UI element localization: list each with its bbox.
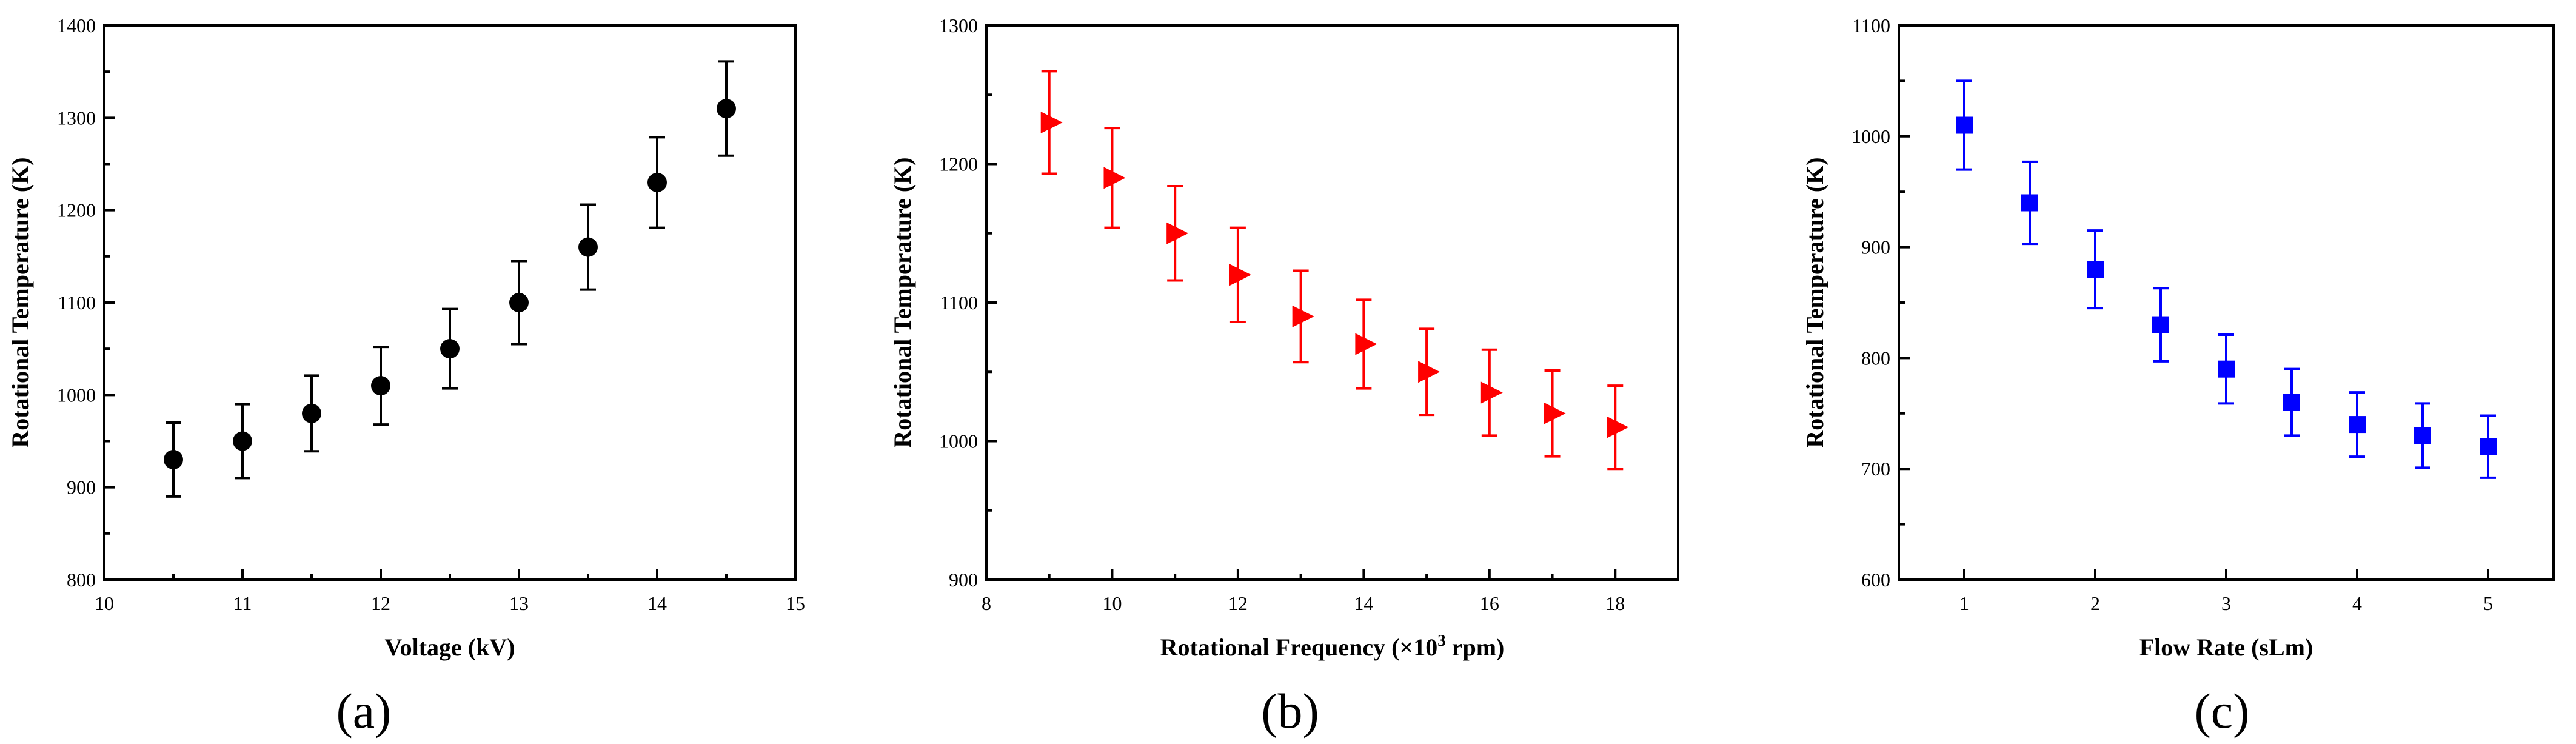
data-point [578,237,598,257]
x-tick-label-a: 11 [233,592,252,614]
x-tick-label-c: 3 [2221,592,2231,614]
panel-label-c: (c) [2194,683,2249,739]
data-point [2152,316,2169,333]
x-tick-label-c: 4 [2352,592,2362,614]
data-point [2021,194,2038,212]
data-point [1480,381,1503,404]
x-tick-label-a: 12 [371,592,390,614]
y-axis-title-b: Rotational Temperature (K) [889,157,916,447]
data-point [647,172,667,192]
y-tick-label-a: 1300 [57,107,96,129]
y-axis-title-c: Rotational Temperature (K) [1801,157,1828,447]
data-point [2349,416,2366,434]
data-point [1040,111,1063,133]
plot-frame-b [985,24,1679,581]
y-tick-label-b: 1100 [940,292,978,313]
data-point [1292,305,1314,327]
data-point [2218,360,2235,378]
data-point [2087,261,2104,278]
y-tick-label-a: 1100 [58,292,96,313]
x-axis-title-b: Rotational Frequency (×103 rpm) [1160,631,1505,661]
y-tick-label-c: 800 [1861,347,1890,369]
y-tick-label-c: 1100 [1852,15,1890,36]
data-point [1103,167,1126,189]
y-tick-label-b: 1200 [939,153,978,175]
plot-frame-a [103,24,797,581]
chart-panel-c: 1 2 3 4 5 600 700 800 900 1000 1100 Flow Rate (sLm)… [1801,15,2555,661]
panel-label-b: (b) [1261,683,1319,739]
data-point [2283,394,2300,411]
x-tick-label-c: 1 [1959,592,1969,614]
y-tick-label-b: 900 [949,569,978,591]
y-axis-title-a: Rotational Temperature (K) [7,157,34,447]
x-tick-label-c: 2 [2090,592,2100,614]
data-point [1607,416,1629,438]
y-tick-label-a: 1000 [57,384,96,406]
y-tick-label-a: 800 [67,569,96,591]
data-point [164,449,183,469]
y-tick-label-a: 1200 [57,199,96,221]
y-tick-label-c: 1000 [1852,126,1890,147]
y-tick-label-b: 1300 [939,15,978,36]
x-tick-label-a: 15 [786,592,805,614]
x-axis-title-c: Flow Rate (sLm) [2139,634,2313,661]
data-point [1418,361,1440,383]
data-point [509,293,529,312]
data-point [1544,402,1566,424]
chart-panel-b: 8 10 12 14 16 18 900 1000 1100 1200 1300 Rotational… [889,15,1679,661]
y-tick-label-a: 900 [67,477,96,498]
x-axis-title-a: Voltage (kV) [384,634,515,661]
x-tick-label-a: 14 [647,592,667,614]
y-tick-label-c: 600 [1861,569,1890,591]
x-tick-label-b: 12 [1228,592,1248,614]
x-tick-label-b: 18 [1605,592,1625,614]
plot-frame-c [1898,24,2555,581]
data-point [302,403,321,423]
x-tick-label-b: 16 [1480,592,1499,614]
x-tick-label-a: 10 [95,592,114,614]
y-tick-label-b: 1000 [939,431,978,452]
data-point [2480,438,2497,455]
panel-label-a: (a) [336,683,391,739]
chart-panel-a: 10 11 12 13 14 15 800 900 1000 1100 1200 1300 1400 Vo… [7,15,805,661]
data-point [717,99,736,119]
data-point [1355,333,1377,355]
x-tick-label-c: 5 [2483,592,2493,614]
data-point [371,376,390,396]
data-point [1229,264,1251,286]
data-point [1956,116,1973,134]
x-tick-label-b: 14 [1354,592,1373,614]
y-tick-label-a: 1400 [57,15,96,36]
y-tick-label-c: 900 [1861,236,1890,258]
x-tick-label-b: 10 [1102,592,1122,614]
data-point [1166,222,1189,244]
data-point [440,339,460,359]
data-point [233,431,252,451]
x-tick-label-a: 13 [509,592,529,614]
data-point [2414,427,2431,444]
y-tick-label-c: 700 [1861,458,1890,480]
x-tick-label-b: 8 [982,592,991,614]
